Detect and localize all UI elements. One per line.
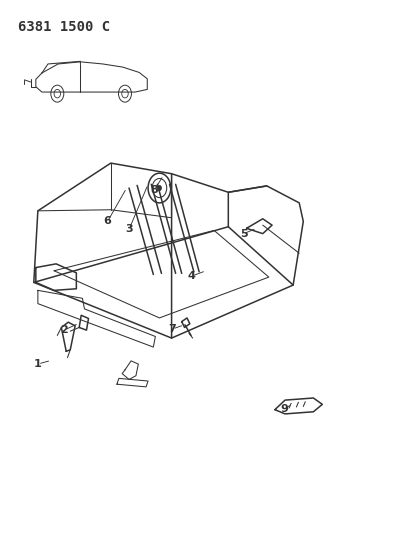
Text: 9: 9	[280, 403, 288, 414]
Text: 4: 4	[188, 271, 196, 281]
Text: 6: 6	[104, 216, 111, 227]
Text: 7: 7	[169, 324, 176, 334]
Text: 1: 1	[34, 359, 42, 369]
Text: 3: 3	[125, 224, 133, 235]
Text: 5: 5	[240, 229, 248, 239]
Text: 6381 1500 C: 6381 1500 C	[18, 20, 110, 34]
Text: 8: 8	[151, 184, 158, 195]
Text: 2: 2	[60, 325, 68, 335]
Circle shape	[157, 185, 162, 191]
